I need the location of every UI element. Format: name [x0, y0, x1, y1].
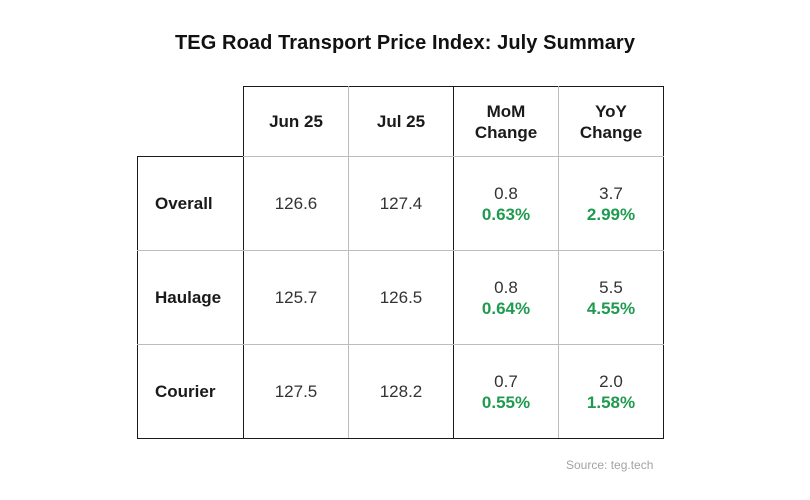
- column-header-yoy-line1: YoY: [595, 101, 627, 121]
- row-label-overall: Overall: [137, 156, 244, 251]
- overall-mom-value: 0.8: [494, 183, 518, 203]
- column-header-jun-label: Jun 25: [269, 112, 323, 131]
- column-header-mom: MoM Change: [453, 86, 559, 157]
- overall-yoy-value: 3.7: [599, 183, 623, 203]
- price-index-table: Jun 25 Jul 25 MoM Change YoY Change Over…: [137, 86, 664, 439]
- column-header-jul: Jul 25: [348, 86, 454, 157]
- cell-haulage-jun: 125.7: [243, 250, 349, 345]
- column-header-mom-line2: Change: [474, 122, 538, 142]
- overall-yoy-percent: 2.99%: [586, 204, 636, 224]
- cell-overall-jul: 127.4: [348, 156, 454, 251]
- courier-yoy-percent: 1.58%: [586, 392, 636, 412]
- table-row: Haulage 125.7 126.5 0.8 0.64% 5.5 4.55%: [137, 250, 664, 345]
- haulage-mom-percent: 0.64%: [481, 298, 531, 318]
- courier-yoy-value: 2.0: [599, 371, 623, 391]
- courier-mom-percent: 0.55%: [481, 392, 531, 412]
- column-header-yoy: YoY Change: [558, 86, 664, 157]
- cell-overall-yoy: 3.7 2.99%: [558, 156, 664, 251]
- header-row: Jun 25 Jul 25 MoM Change YoY Change: [138, 86, 664, 157]
- cell-courier-mom: 0.7 0.55%: [453, 344, 559, 439]
- cell-haulage-mom: 0.8 0.64%: [453, 250, 559, 345]
- header-corner: [138, 87, 244, 157]
- cell-overall-mom: 0.8 0.63%: [453, 156, 559, 251]
- haulage-yoy-value: 5.5: [599, 277, 623, 297]
- cell-overall-jun: 126.6: [243, 156, 349, 251]
- haulage-mom-value: 0.8: [494, 277, 518, 297]
- cell-haulage-jul: 126.5: [348, 250, 454, 345]
- column-header-jun: Jun 25: [243, 86, 349, 157]
- column-header-jul-label: Jul 25: [376, 112, 426, 131]
- row-label-courier: Courier: [137, 344, 244, 439]
- cell-courier-yoy: 2.0 1.58%: [558, 344, 664, 439]
- cell-haulage-yoy: 5.5 4.55%: [558, 250, 664, 345]
- haulage-yoy-percent: 4.55%: [586, 298, 636, 318]
- column-header-mom-line1: MoM: [486, 101, 526, 121]
- column-header-yoy-line2: Change: [579, 122, 643, 142]
- overall-mom-percent: 0.63%: [481, 204, 531, 224]
- cell-courier-jul: 128.2: [348, 344, 454, 439]
- source-note: Source: teg.tech: [566, 458, 654, 472]
- row-label-haulage: Haulage: [137, 250, 244, 345]
- courier-mom-value: 0.7: [494, 371, 518, 391]
- table-row: Overall 126.6 127.4 0.8 0.63% 3.7 2.99%: [137, 156, 664, 251]
- table-row: Courier 127.5 128.2 0.7 0.55% 2.0 1.58%: [137, 344, 664, 439]
- chart-title: TEG Road Transport Price Index: July Sum…: [174, 32, 636, 54]
- cell-courier-jun: 127.5: [243, 344, 349, 439]
